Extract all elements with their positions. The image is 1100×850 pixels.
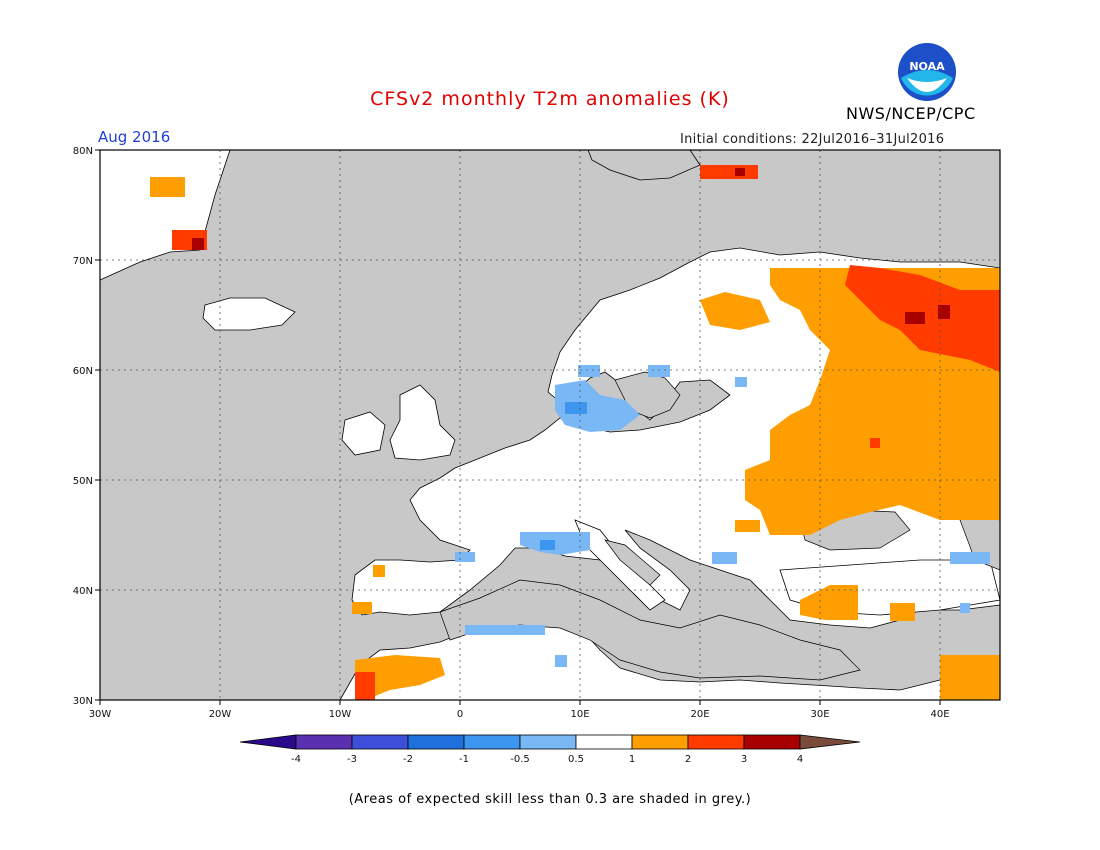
lon-label: 30E <box>810 709 829 720</box>
forecast-period: Aug 2016 <box>98 128 171 146</box>
colorbar-label: -0.5 <box>510 754 530 765</box>
lon-label: 40E <box>930 709 949 720</box>
lon-label: 30W <box>89 709 112 720</box>
lat-label: 60N <box>73 366 93 377</box>
ticks-group <box>95 149 941 705</box>
colorbar-bin <box>351 734 409 750</box>
anomaly-darkred-svalbard <box>735 168 745 176</box>
anomaly-blue-sweden <box>648 365 670 377</box>
anomaly-darkred-greenland <box>192 238 204 250</box>
anomaly-midblue-iberia <box>540 540 555 550</box>
map-frame-group: 30W 20W 10W 0 10E 20E 30E 40E 80N 70N 60… <box>73 146 1001 765</box>
colorbar-bin <box>407 734 465 750</box>
svalbard-land <box>587 149 701 181</box>
anomaly-blue-cyprus <box>960 603 970 613</box>
initial-conditions: Initial conditions: 22Jul2016–31Jul2016 <box>680 132 945 147</box>
colorbar-end-high <box>799 734 861 750</box>
lat-labels: 80N 70N 60N 50N 40N 30N <box>73 146 93 707</box>
agency-label: NWS/NCEP/CPC <box>846 104 976 123</box>
svg-text:NOAA: NOAA <box>909 60 945 73</box>
africa-land <box>339 621 1001 701</box>
anomaly-blue-norway <box>578 365 600 377</box>
anomaly-blue-med <box>465 625 545 635</box>
anomaly-orange-turkey <box>800 585 858 620</box>
anomaly-darkred-white-sea <box>905 312 925 324</box>
lat-label: 30N <box>73 696 93 707</box>
ireland-land <box>341 411 386 456</box>
anomaly-orange-greenland <box>150 177 185 197</box>
anomaly-blue-denmark <box>555 380 640 432</box>
chart-title: CFSv2 monthly T2m anomalies (K) <box>370 88 730 110</box>
iceland-land <box>202 297 296 331</box>
colorbar-label: 3 <box>741 754 747 765</box>
lon-labels: 30W 20W 10W 0 10E 20E 30E 40E <box>89 709 950 720</box>
anomaly-orange-turkey-e <box>890 603 915 621</box>
anomaly-orange-finland <box>700 292 770 330</box>
lat-label: 40N <box>73 586 93 597</box>
mediterranean-sea <box>439 579 861 681</box>
gridlines-group <box>100 150 1000 700</box>
anomaly-blue-caspian <box>950 552 990 564</box>
noaa-logo: NOAA <box>898 43 956 101</box>
colorbar-label: 2 <box>685 754 691 765</box>
colorbar-labels: -4 -3 -2 -1 -0.5 0.5 1 2 3 4 <box>291 754 803 765</box>
anomaly-orange-iberia2 <box>373 565 385 577</box>
anomaly-red-morocco <box>355 672 375 700</box>
colorbar-label: -3 <box>347 754 357 765</box>
lon-label: 0 <box>457 709 463 720</box>
anomaly-blue-group <box>455 365 990 667</box>
colorbar-bin <box>743 734 801 750</box>
colorbar-label: 0.5 <box>568 754 584 765</box>
lon-label: 10E <box>570 709 589 720</box>
lon-label: 10W <box>329 709 352 720</box>
map-frame <box>99 149 1001 701</box>
colorbar-end-low <box>239 734 297 750</box>
lon-label: 20W <box>209 709 232 720</box>
britain-land <box>389 384 456 461</box>
anomaly-midblue-denmark <box>565 402 587 414</box>
anomaly-blue-tunisia <box>555 655 567 667</box>
lat-label: 50N <box>73 476 93 487</box>
colorbar-bin <box>295 734 353 750</box>
colorbar-label: 4 <box>797 754 803 765</box>
anomaly-blue-biscay <box>455 552 475 562</box>
colorbar-label: 1 <box>629 754 635 765</box>
anomaly-darkred-white-sea2 <box>938 305 950 319</box>
anomaly-darkred-group <box>192 168 950 324</box>
colorbar <box>239 734 861 750</box>
anomaly-map: 30W 20W 10W 0 10E 20E 30E 40E 80N 70N 60… <box>73 146 1001 765</box>
anomaly-midblue-group <box>540 402 587 550</box>
anomaly-orange-iberia <box>352 602 372 614</box>
anomaly-blue-finland <box>735 377 747 387</box>
colorbar-bin <box>631 734 689 750</box>
anomaly-orange-balkan <box>735 520 760 532</box>
anomaly-red-ukraine <box>870 438 880 448</box>
anomaly-blue-balkan <box>712 552 737 564</box>
lon-label: 20E <box>690 709 709 720</box>
colorbar-label: -1 <box>459 754 469 765</box>
colorbar-bin <box>687 734 745 750</box>
colorbar-label: -2 <box>403 754 413 765</box>
colorbar-bin <box>519 734 577 750</box>
lat-label: 80N <box>73 146 93 157</box>
adriatic-sea <box>604 539 661 586</box>
anomaly-orange-morocco <box>355 655 445 700</box>
colorbar-label: -4 <box>291 754 301 765</box>
colorbar-bin <box>463 734 521 750</box>
anomaly-red-svalbard <box>700 165 758 179</box>
lat-label: 70N <box>73 256 93 267</box>
colorbar-bin <box>575 734 633 750</box>
anomaly-orange-sahara <box>940 655 1000 700</box>
footnote: (Areas of expected skill less than 0.3 a… <box>348 792 752 807</box>
